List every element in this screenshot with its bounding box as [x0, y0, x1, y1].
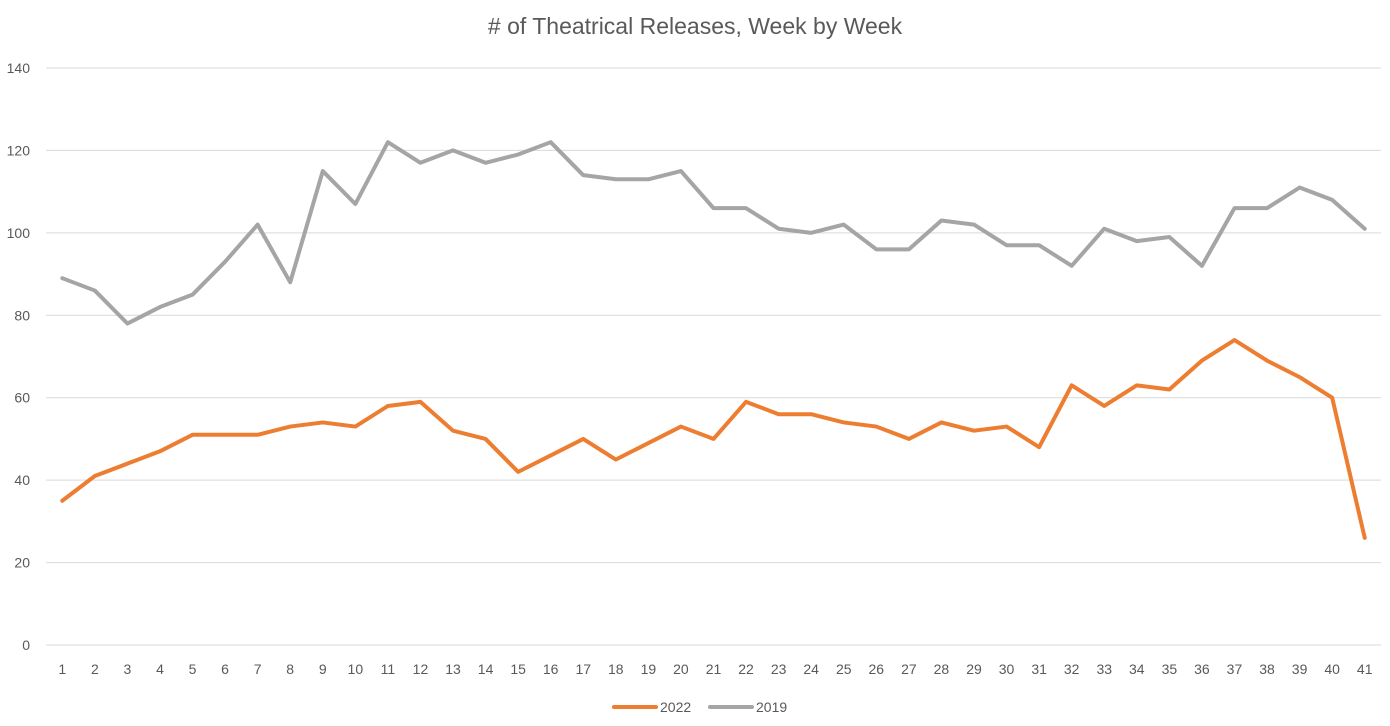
- series-line-2022: [60, 338, 1367, 540]
- x-tick-label: 19: [641, 661, 657, 677]
- x-tick-label: 31: [1031, 661, 1047, 677]
- x-tick-label: 30: [999, 661, 1015, 677]
- x-tick-label: 21: [706, 661, 722, 677]
- y-tick-label: 20: [14, 555, 30, 571]
- y-tick-label: 80: [14, 307, 30, 323]
- x-tick-label: 22: [738, 661, 754, 677]
- legend-label-2022: 2022: [660, 699, 691, 715]
- x-tick-label: 36: [1194, 661, 1210, 677]
- x-tick-label: 3: [124, 661, 132, 677]
- legend-label-2019: 2019: [756, 699, 787, 715]
- x-tick-label: 37: [1227, 661, 1243, 677]
- x-tick-label: 17: [575, 661, 591, 677]
- x-tick-label: 25: [836, 661, 852, 677]
- x-tick-label: 40: [1324, 661, 1340, 677]
- y-tick-label: 100: [7, 225, 31, 241]
- x-tick-label: 10: [348, 661, 364, 677]
- x-tick-label: 32: [1064, 661, 1080, 677]
- x-tick-label: 4: [156, 661, 164, 677]
- chart-title: # of Theatrical Releases, Week by Week: [488, 13, 903, 39]
- x-tick-label: 27: [901, 661, 917, 677]
- x-tick-label: 26: [869, 661, 885, 677]
- x-tick-label: 34: [1129, 661, 1145, 677]
- y-tick-label: 0: [22, 637, 30, 653]
- x-tick-label: 11: [381, 661, 396, 677]
- x-tick-label: 14: [478, 661, 494, 677]
- x-tick-label: 6: [221, 661, 229, 677]
- y-axis-ticks: 0 20 40 60 80 100 120 140: [7, 60, 31, 653]
- y-tick-label: 60: [14, 390, 30, 406]
- x-tick-label: 9: [319, 661, 327, 677]
- series-lines: [60, 140, 1367, 540]
- x-tick-label: 23: [771, 661, 787, 677]
- x-tick-label: 24: [803, 661, 819, 677]
- legend: 2022 2019: [612, 699, 787, 715]
- x-tick-label: 15: [510, 661, 526, 677]
- x-tick-label: 13: [445, 661, 461, 677]
- x-tick-label: 39: [1292, 661, 1308, 677]
- x-tick-label: 28: [934, 661, 950, 677]
- x-tick-label: 12: [413, 661, 429, 677]
- y-tick-label: 120: [7, 142, 31, 158]
- x-tick-label: 16: [543, 661, 559, 677]
- x-tick-label: 1: [58, 661, 66, 677]
- y-tick-label: 40: [14, 472, 30, 488]
- x-tick-label: 20: [673, 661, 689, 677]
- x-tick-label: 5: [189, 661, 197, 677]
- x-tick-label: 2: [91, 661, 99, 677]
- x-tick-label: 7: [254, 661, 262, 677]
- y-tick-label: 140: [7, 60, 31, 76]
- x-tick-label: 33: [1096, 661, 1112, 677]
- gridlines: [46, 67, 1381, 646]
- x-axis-ticks: 1 2 3 4 5 6 7 8 9 10 11 12 13 14 15 16 17 18 19 20 21 22 23 24 2…: [58, 661, 1372, 677]
- x-tick-label: 29: [966, 661, 982, 677]
- x-tick-label: 8: [286, 661, 294, 677]
- x-tick-label: 18: [608, 661, 624, 677]
- series-line-2019: [60, 140, 1367, 326]
- x-tick-label: 41: [1357, 661, 1373, 677]
- x-tick-label: 35: [1162, 661, 1178, 677]
- x-tick-label: 38: [1259, 661, 1275, 677]
